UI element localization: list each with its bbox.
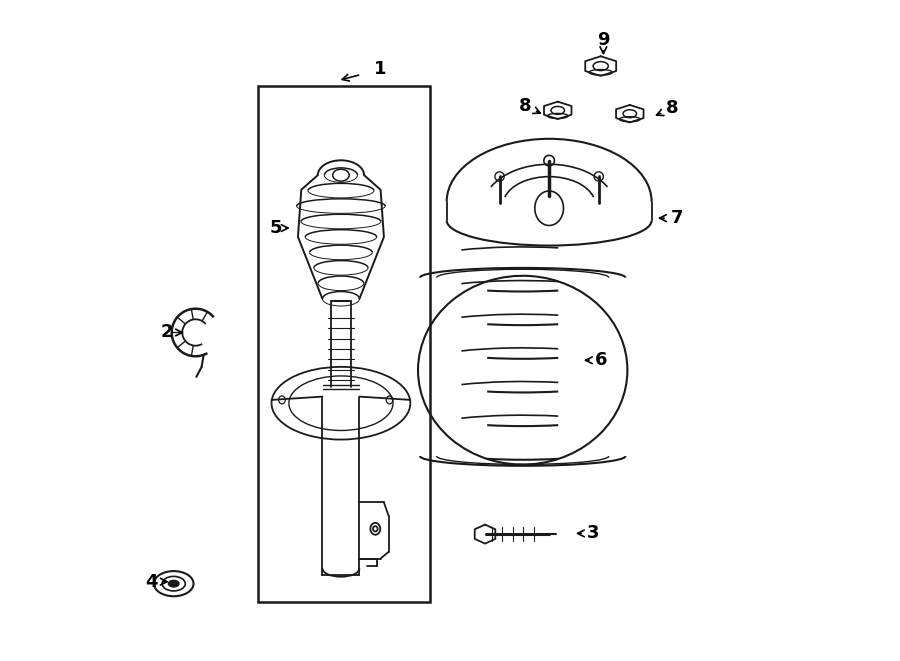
Text: 8: 8 [519, 97, 532, 116]
Text: 6: 6 [595, 351, 607, 369]
Text: 8: 8 [666, 99, 679, 118]
Text: 9: 9 [597, 30, 609, 49]
Bar [258, 86, 430, 602]
Text: 2: 2 [161, 323, 174, 342]
Text: 7: 7 [670, 209, 683, 227]
Text: 3: 3 [587, 524, 599, 543]
Polygon shape [474, 525, 495, 543]
Text: 4: 4 [146, 572, 158, 591]
Ellipse shape [168, 580, 179, 587]
Text: 1: 1 [374, 60, 387, 79]
Text: 5: 5 [269, 219, 282, 237]
